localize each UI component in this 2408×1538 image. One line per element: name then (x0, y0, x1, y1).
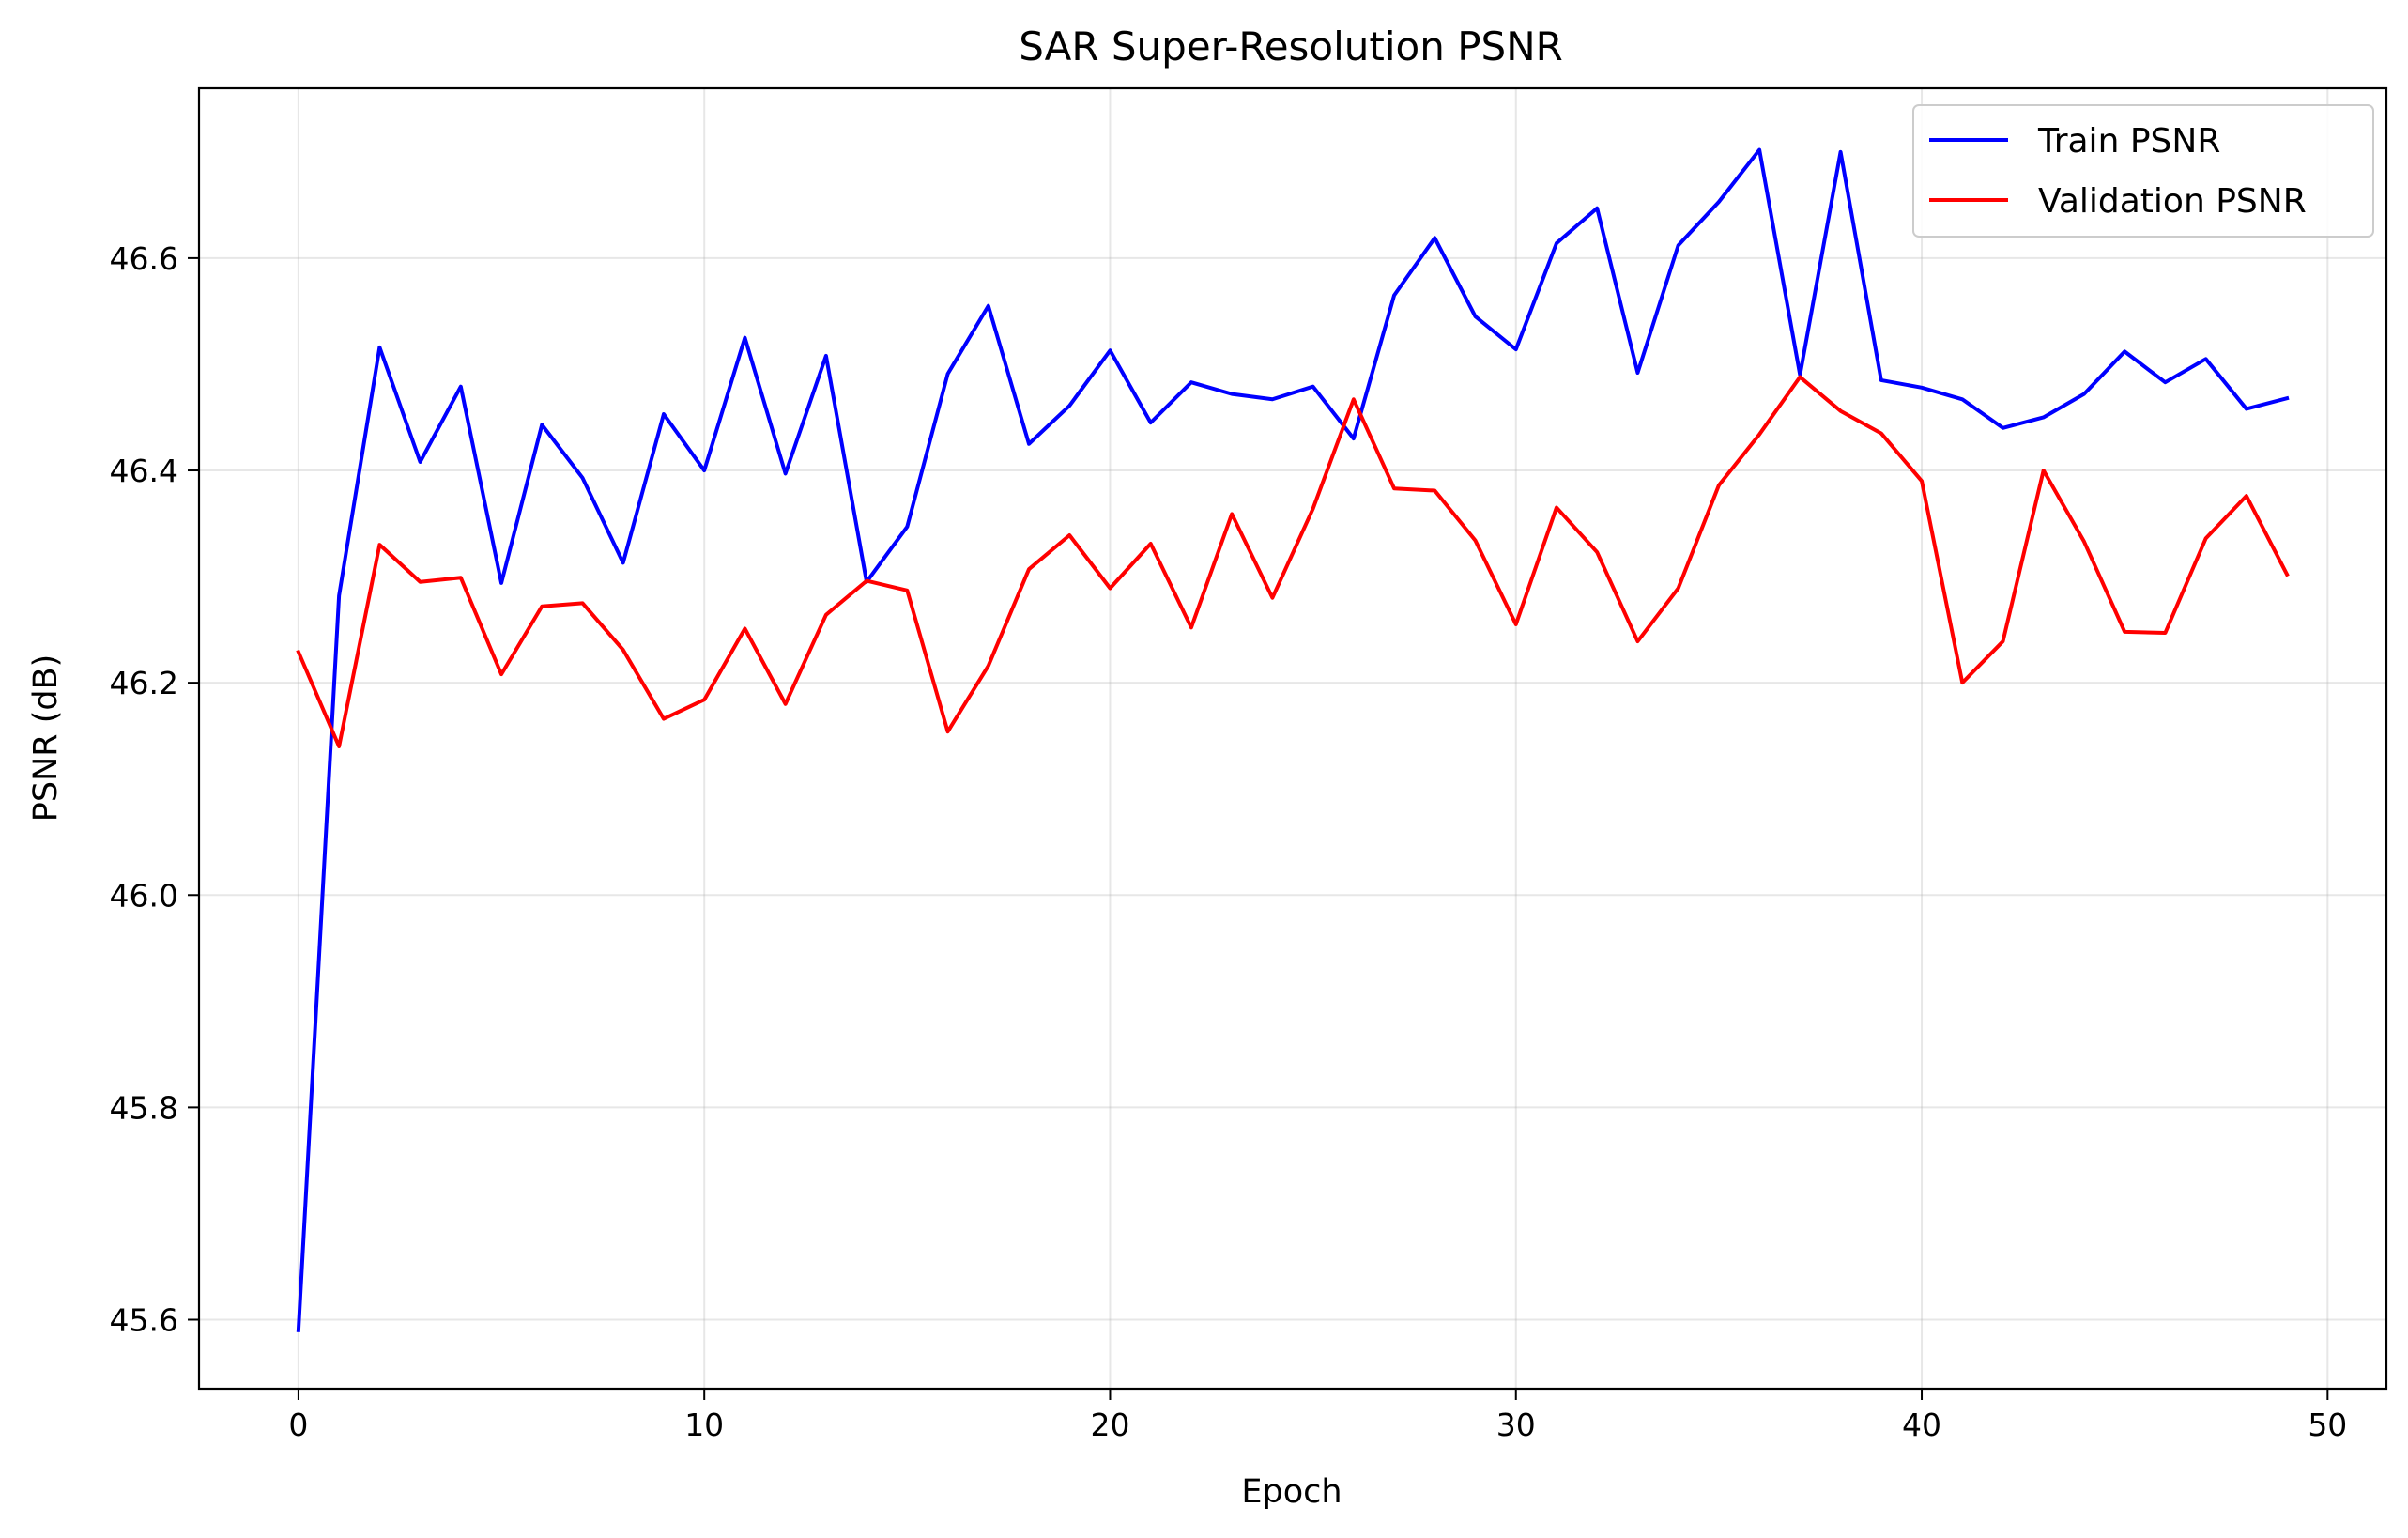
grid (199, 88, 2386, 1389)
x-axis-label: Epoch (1241, 1473, 1342, 1511)
plot-frame (197, 86, 2388, 1391)
x-tick-label: 0 (288, 1407, 308, 1443)
x-axis-ticks: 0 10 20 30 40 50 (288, 1389, 2347, 1443)
x-tick-label: 40 (1902, 1407, 1941, 1443)
y-tick-label: 46.0 (110, 877, 178, 914)
x-tick-label: 50 (2308, 1407, 2347, 1443)
legend: Train PSNR Validation PSNR (1912, 104, 2374, 238)
y-tick-label: 46.2 (110, 665, 178, 701)
y-tick-label: 45.6 (110, 1302, 178, 1339)
legend-label-validation: Validation PSNR (2038, 182, 2307, 221)
x-tick-label: 20 (1090, 1407, 1129, 1443)
train-psnr-line (296, 147, 2290, 1332)
y-tick-label: 45.8 (110, 1089, 178, 1126)
y-axis-ticks: 45.6 45.8 46.0 46.2 46.4 46.6 (110, 240, 199, 1339)
series-lines (296, 147, 2290, 1332)
y-axis-label: PSNR (dB) (27, 654, 65, 823)
x-tick-label: 30 (1496, 1407, 1536, 1443)
legend-box (1912, 104, 2374, 238)
y-tick-label: 46.4 (110, 453, 178, 489)
validation-psnr-line (296, 375, 2290, 748)
x-tick-label: 10 (684, 1407, 724, 1443)
y-tick-label: 46.6 (110, 240, 178, 277)
chart-title: SAR Super-Resolution PSNR (1019, 23, 1563, 69)
legend-label-train: Train PSNR (2037, 122, 2220, 161)
